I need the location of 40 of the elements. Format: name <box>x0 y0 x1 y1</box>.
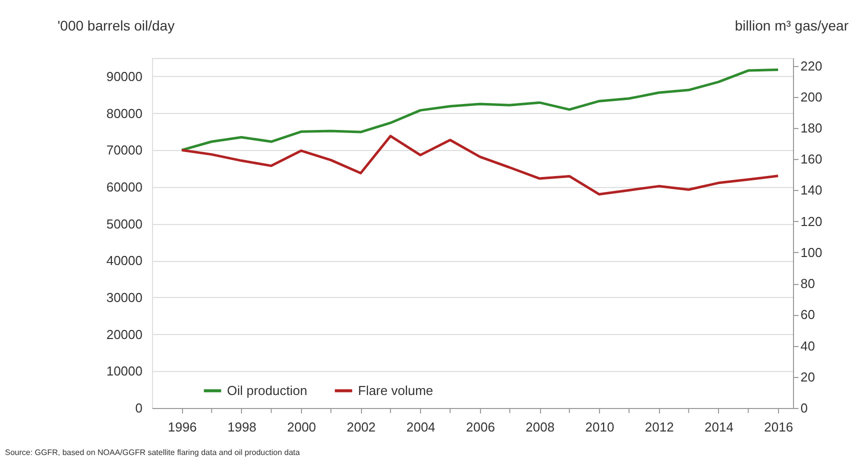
y-tick-label: 40000 <box>106 253 142 268</box>
y2-tick-label: 180 <box>800 120 822 136</box>
y-tick-label: 50000 <box>106 216 142 232</box>
legend-label: Flare volume <box>358 382 434 398</box>
y2-tick-label: 140 <box>800 182 822 198</box>
y2-axis-title: billion m³ gas/year <box>734 18 849 34</box>
y-tick-label: 60000 <box>106 179 142 194</box>
x-tick-label: 2004 <box>406 420 436 434</box>
x-tick-label: 1996 <box>168 420 197 434</box>
x-tick-label: 2012 <box>644 420 674 434</box>
y-tick-label: 70000 <box>106 142 142 158</box>
y2-tick-label: 0 <box>800 400 808 416</box>
y2-tick-label: 80 <box>800 276 815 292</box>
source-note: Source: GGFR, based on NOAA/GGFR satellite flaring data and oil production data <box>5 448 300 457</box>
legend-label: Oil production <box>227 382 308 398</box>
y-tick-label: 0 <box>135 400 142 416</box>
x-tick-label: 1998 <box>227 420 256 434</box>
y-tick-label: 20000 <box>106 326 142 342</box>
line-series <box>180 68 780 152</box>
x-tick-label: 2016 <box>764 420 794 434</box>
y-tick-label: 80000 <box>106 106 142 121</box>
y2-tick-label: 160 <box>800 152 822 167</box>
y-tick-label: 90000 <box>106 68 142 84</box>
x-tick-label: 2006 <box>466 420 495 434</box>
y-axis-title: '000 barrels oil/day <box>58 18 175 34</box>
x-tick-label: 2008 <box>526 420 555 434</box>
x-tick-label: 2000 <box>287 420 316 434</box>
x-tick-label: 2014 <box>704 420 734 434</box>
y2-tick-label: 60 <box>800 307 815 322</box>
y2-tick-label: 40 <box>800 338 815 354</box>
y2-tick-label: 20 <box>800 369 815 384</box>
y2-tick-label: 200 <box>800 89 822 104</box>
y2-tick-label: 220 <box>800 58 822 74</box>
y2-tick-label: 100 <box>800 244 822 260</box>
line-series <box>180 134 780 196</box>
y-tick-label: 30000 <box>106 290 142 305</box>
x-tick-label: 2010 <box>585 420 614 434</box>
y2-tick-label: 120 <box>800 214 822 229</box>
y-tick-label: 10000 <box>106 364 142 379</box>
x-tick-label: 2002 <box>346 420 376 434</box>
